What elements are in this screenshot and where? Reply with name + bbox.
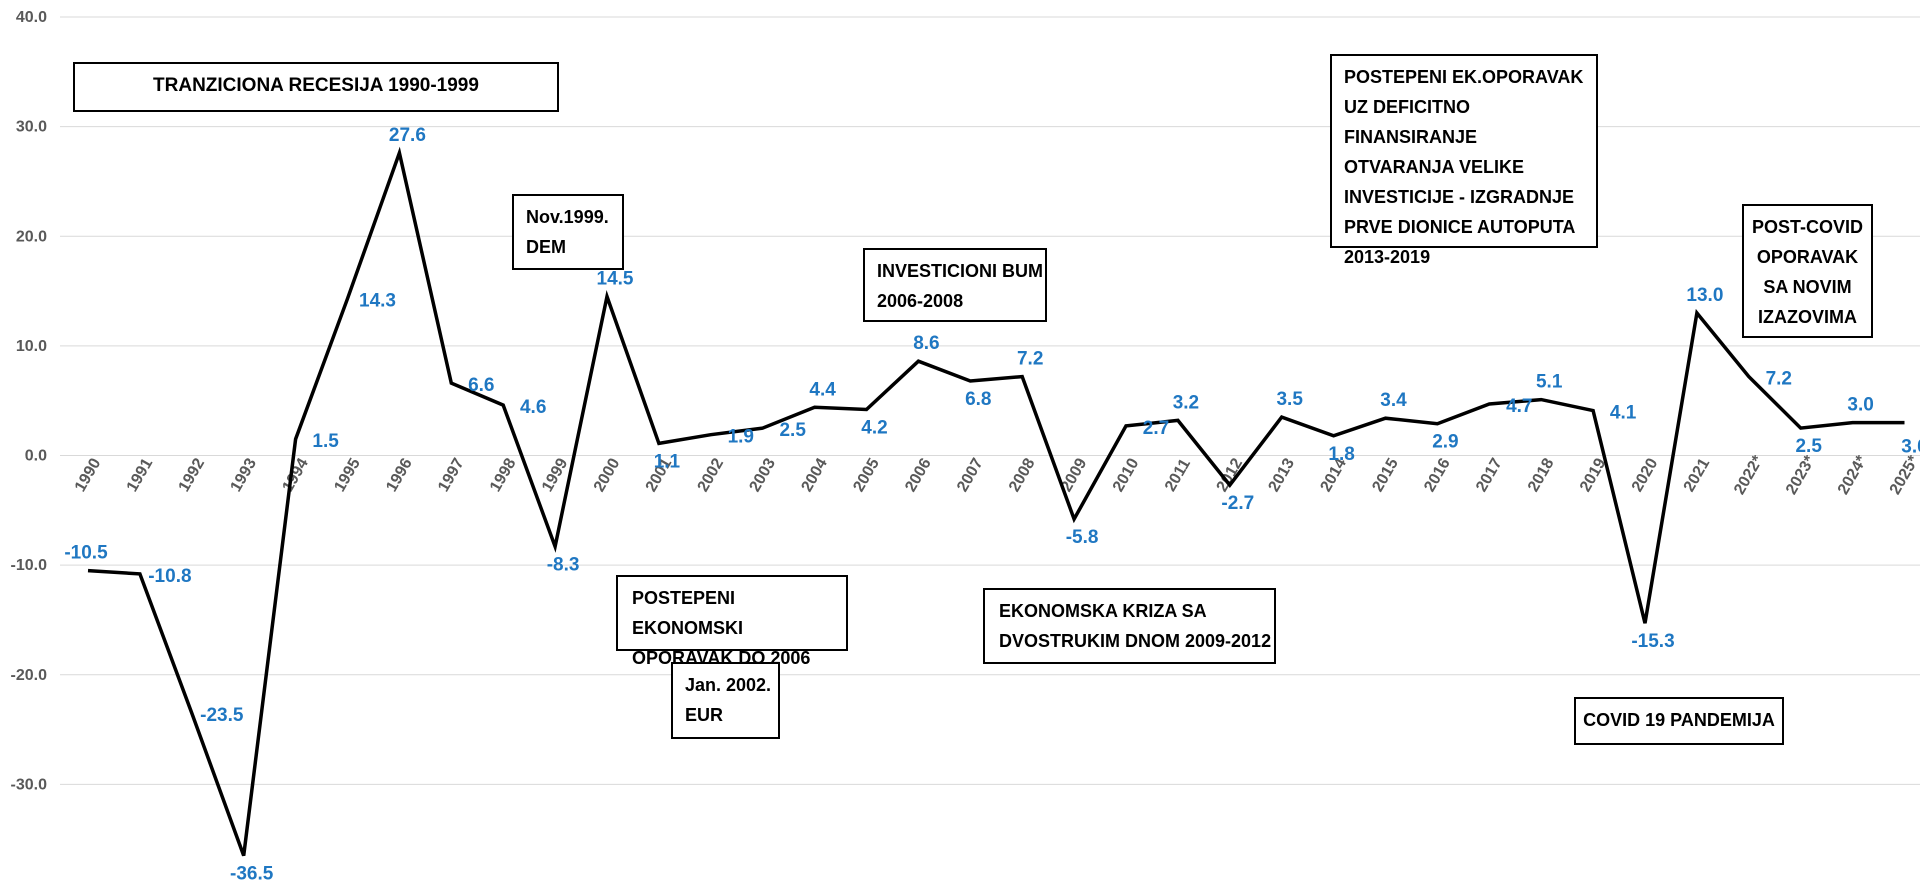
- annotation-dem: Nov.1999. DEM: [512, 194, 624, 270]
- data-label: 7.2: [1017, 349, 1043, 370]
- data-label: 2.7: [1143, 418, 1169, 439]
- data-label: -8.3: [547, 554, 580, 575]
- x-tick-label: 1997: [435, 455, 468, 494]
- x-tick-label: 2022*: [1731, 452, 1767, 497]
- data-label: 1.5: [312, 431, 339, 452]
- data-label: 1.8: [1328, 444, 1354, 465]
- data-label: 3.5: [1276, 389, 1303, 410]
- data-label: -36.5: [230, 864, 274, 885]
- data-label: -15.3: [1631, 631, 1674, 652]
- data-label: 1.1: [654, 451, 681, 472]
- data-label: 4.6: [520, 397, 546, 418]
- data-label: 2.5: [779, 420, 806, 441]
- data-label: 6.6: [468, 375, 494, 396]
- data-label: -2.7: [1221, 493, 1254, 514]
- x-tick-label: 1990: [72, 455, 105, 494]
- x-tick-label: 1998: [487, 455, 520, 494]
- x-tick-label: 2020: [1629, 455, 1662, 494]
- x-tick-label: 2011: [1162, 456, 1194, 495]
- y-axis-ticks: -30.0 -20.0 -10.0 0.0 10.0 20.0 30.0 40.0: [11, 9, 48, 793]
- data-label: 13.0: [1686, 285, 1723, 306]
- annotation-ekonomska-kriza: EKONOMSKA KRIZA SA DVOSTRUKIM DNOM 2009-…: [983, 588, 1276, 664]
- data-label: 14.3: [359, 291, 396, 312]
- annotation-eur: Jan. 2002. EUR: [671, 662, 780, 739]
- data-label: -23.5: [200, 705, 244, 726]
- x-tick-label: 2002: [695, 455, 728, 494]
- data-label: 4.2: [861, 417, 887, 438]
- x-tick-label: 2008: [1006, 455, 1039, 494]
- y-tick-label: -10.0: [11, 557, 48, 574]
- x-tick-label: 2016: [1421, 455, 1454, 494]
- annotation-investicioni-bum: INVESTICIONI BUM 2006-2008: [863, 248, 1047, 322]
- y-tick-label: 0.0: [25, 448, 47, 465]
- data-label: 6.8: [965, 389, 991, 410]
- x-tick-label: 2005: [850, 455, 883, 494]
- y-tick-label: -20.0: [11, 667, 48, 684]
- data-label: 3.4: [1380, 390, 1407, 411]
- series-line: [87, 146, 1905, 857]
- x-tick-label: 2006: [902, 455, 935, 494]
- x-tick-label: 1991: [124, 455, 157, 494]
- x-tick-label: 2024*: [1835, 452, 1871, 497]
- data-label: 3.0: [1847, 395, 1873, 416]
- data-label: 5.1: [1536, 372, 1563, 393]
- data-label: -10.5: [64, 543, 108, 564]
- data-label: 14.5: [597, 269, 634, 290]
- data-label: 4.4: [809, 379, 836, 400]
- x-tick-label: 2015: [1369, 455, 1402, 494]
- data-label: 4.7: [1506, 396, 1532, 417]
- x-tick-label: 2023*: [1783, 452, 1819, 497]
- data-label: 2.5: [1795, 436, 1822, 457]
- data-label: 3.2: [1173, 392, 1199, 413]
- annotation-postepeni-ek: POSTEPENI EK.OPORAVAK UZ DEFICITNO FINAN…: [1330, 54, 1598, 267]
- x-tick-label: 2004: [798, 455, 831, 494]
- x-tick-label: 2013: [1266, 455, 1299, 494]
- annotation-postepeni-2006: POSTEPENI EKONOMSKI OPORAVAK DO 2006: [616, 575, 848, 668]
- y-tick-label: 40.0: [16, 9, 47, 26]
- annotation-tranziciona: TRANZICIONA RECESIJA 1990-1999: [73, 62, 559, 112]
- x-axis-ticks: 1990 1991 1992 1993 1994 1995 1996 1997 1998 1999…: [72, 452, 1920, 497]
- x-tick-label: 2025*: [1887, 452, 1920, 497]
- y-tick-label: 20.0: [16, 228, 47, 245]
- x-tick-label: 2012: [1214, 455, 1247, 494]
- data-label: 3.0: [1901, 437, 1920, 458]
- annotation-post-covid: POST-COVID OPORAVAK SA NOVIM IZAZOVIMA: [1742, 204, 1873, 338]
- data-label: 27.6: [389, 125, 426, 146]
- x-tick-label: 1992: [176, 455, 209, 494]
- annotation-covid: COVID 19 PANDEMIJA: [1574, 697, 1784, 745]
- x-tick-label: 1993: [228, 455, 261, 494]
- x-tick-label: 1996: [383, 455, 416, 494]
- x-tick-label: 2007: [954, 455, 987, 494]
- data-label: 1.9: [728, 427, 754, 448]
- data-label: -10.8: [148, 566, 191, 587]
- data-label: 7.2: [1766, 369, 1792, 390]
- data-label: 2.9: [1432, 432, 1458, 453]
- x-tick-label: 2000: [591, 455, 624, 494]
- x-tick-label: 1994: [279, 455, 312, 494]
- x-tick-label: 2003: [747, 455, 780, 494]
- x-tick-label: 1995: [331, 455, 364, 494]
- y-tick-label: 10.0: [16, 338, 47, 355]
- x-tick-label: 2010: [1110, 455, 1143, 494]
- data-label: 4.1: [1610, 403, 1637, 424]
- data-label: 8.6: [913, 333, 939, 354]
- data-labels: -10.5 -10.8 -23.5 -36.5 1.5 14.3 27.6 6.6 4.6 -8.…: [64, 125, 1920, 885]
- y-tick-label: -30.0: [11, 776, 48, 793]
- y-tick-label: 30.0: [16, 119, 47, 136]
- x-tick-label: 2017: [1473, 455, 1506, 494]
- x-tick-label: 2018: [1525, 455, 1558, 494]
- data-label: -5.8: [1066, 527, 1099, 548]
- x-tick-label: 2021: [1681, 455, 1714, 494]
